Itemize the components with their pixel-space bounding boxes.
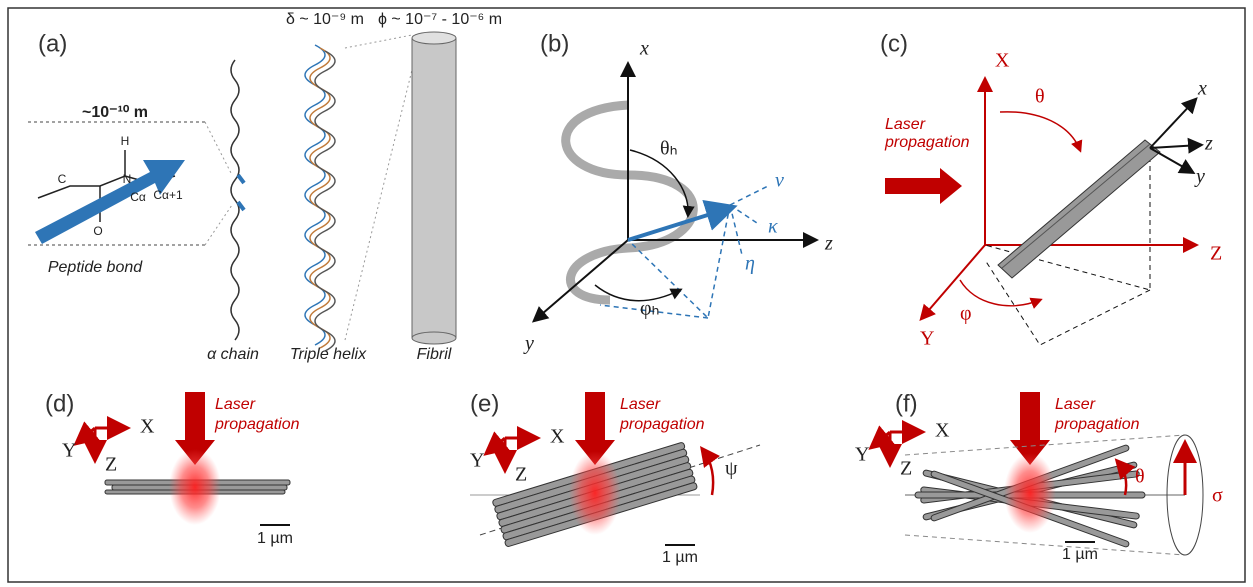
laser-label: Laser [620,396,661,413]
fibril-size: ϕ ~ 10⁻⁷ - 10⁻⁶ m [378,11,502,28]
axis-label: Y [920,328,934,350]
angle-label: θₕ [660,138,678,160]
laser-label: propagation [1054,416,1140,433]
scale-label: 1 µm [1062,546,1098,563]
panel-label: (f) [895,390,918,417]
laser-spot [1004,453,1056,533]
dashed-line [345,70,412,340]
laser-spot [169,449,221,525]
axis-label: z [1204,133,1213,155]
vector-label: κ [768,216,778,238]
angle-label: θ [1135,466,1145,488]
axes [873,432,920,462]
chain-highlight [238,175,244,210]
panel-label: (b) [540,30,569,57]
panel-e: (e) X Y Z Laser propagation ψ 1 µm [470,390,760,566]
atom: H [121,134,130,148]
panel-d: (d) X Y Z Laser propagation 1 µm [45,390,300,547]
axis [1150,148,1192,172]
axis-label: x [1197,78,1207,100]
axis-label: Y [855,444,869,466]
angle-arc [960,280,1040,306]
triple-helix [305,45,335,351]
dashed-line [205,205,232,245]
helix-size: δ ~ 10⁻⁹ m [286,11,364,28]
angle-label: φₕ [640,298,660,320]
axis-label: X [550,426,565,448]
axis-label: X [140,416,155,438]
laser-label: Laser [1055,396,1096,413]
atom: Cα+1 [153,188,183,202]
axis-label: y [1194,166,1205,188]
laser-label: Laser [885,116,926,133]
axis-label: Z [105,454,117,476]
laser-spot [569,451,621,535]
fibril-bottom [412,332,456,344]
caption: α chain [207,346,259,363]
figure: (a) ~10⁻¹⁰ m H C N O Cα Cα+1 Peptide bon… [0,0,1253,587]
angle-label: ψ [725,458,738,480]
fibril [998,140,1160,278]
scale-label: 1 µm [257,530,293,547]
axis-label: Z [900,458,912,480]
angle-arc [1000,112,1080,150]
axis-label: y [523,333,534,355]
axis-label: z [824,233,833,255]
axes [488,438,535,468]
axis [535,240,628,320]
angle-label: θ [1035,86,1045,108]
atom: O [93,224,102,238]
panel-f: (f) X Y Z Laser propagation θ σ 1 µm [855,390,1223,563]
axis-label: Y [62,440,76,462]
angle-label: φ [960,303,972,325]
laser-arrow [885,168,962,204]
dashed-line [205,122,232,175]
axis [1150,145,1200,148]
caption: Peptide bond [48,259,143,276]
vector-label: η [745,253,755,275]
dashed-line [345,35,412,48]
panel-label: (d) [45,390,74,417]
axes [78,428,125,458]
panel-a: (a) ~10⁻¹⁰ m H C N O Cα Cα+1 Peptide bon… [28,11,502,363]
laser-label: propagation [214,416,300,433]
bond-length: ~10⁻¹⁰ m [82,104,148,121]
fibril-line [1002,144,1150,268]
axis-label: Z [1210,243,1222,265]
vector-label: v [775,170,784,192]
laser-label: Laser [215,396,256,413]
scale-label: 1 µm [662,549,698,566]
panel-c: (c) Laser propagation X Z Y θ φ x z y [880,30,1222,349]
axis-label: X [995,50,1010,72]
panel-label: (a) [38,30,67,57]
atom: C [58,172,67,186]
axis-label: Y [470,450,484,472]
laser-label: propagation [884,134,970,151]
laser-label: propagation [619,416,705,433]
atom: N [123,172,132,186]
axis-label: X [935,420,950,442]
panel-label: (e) [470,390,499,417]
helix [566,105,694,300]
sigma-label: σ [1212,485,1223,507]
axis [1150,100,1195,148]
axis-label: Z [515,464,527,486]
angle-arc [703,450,713,495]
axis-label: x [639,38,649,60]
caption: Triple helix [290,346,367,363]
panel-b: (b) x y z θₕ φₕ v κ η [523,30,833,354]
atom: Cα [130,190,146,204]
fibril-top [412,32,456,44]
caption: Fibril [417,346,452,363]
fibril [412,38,456,338]
panel-label: (c) [880,30,908,57]
alpha-chain [231,60,239,340]
axis [922,245,985,318]
